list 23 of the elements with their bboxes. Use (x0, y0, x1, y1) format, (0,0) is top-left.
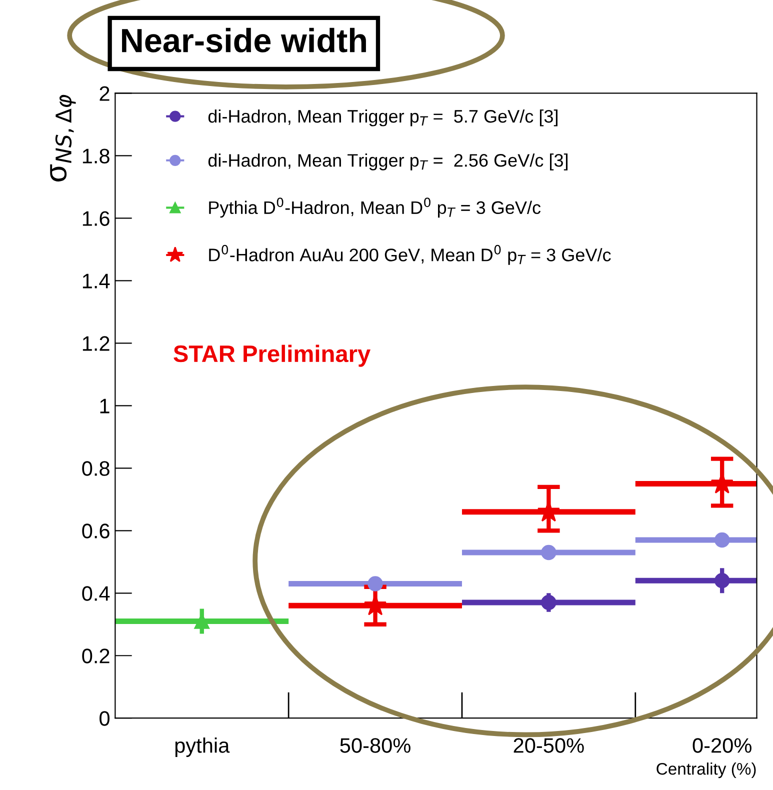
y-tick-label: 1.4 (82, 274, 110, 288)
y-tick-label: 0 (100, 711, 110, 726)
y-axis-title: σ$_{NS,Δφ}$ (50, 94, 76, 182)
legend-label: D$^{0}$-Hadron AuAu 200 GeV, Mean D$^{0}$ p$_{T}$ = 3 GeV/c (209, 244, 611, 265)
legend-label: Pythia D$^{0}$-Hadron, Mean D$^{0}$ p$_{T}$ = 3 GeV/c (209, 198, 541, 218)
legend-label: di-Hadron, Mean Trigger p$_{T}$ = 5.7 GeV/c [3] (208, 109, 558, 126)
x-tick-label: 0-20% (692, 738, 752, 753)
annotation: STAR Preliminary (174, 344, 370, 367)
y-tick-label: 0.8 (82, 461, 110, 476)
y-tick-label: 0.6 (82, 524, 110, 538)
y-tick-label: 0.2 (82, 648, 110, 664)
y-tick-label: 1.6 (82, 211, 110, 226)
legend-label: di-Hadron, Mean Trigger p$_{T}$ = 2.56 GeV/c [3] (208, 154, 568, 170)
y-tick-label: 1 (100, 398, 110, 414)
y-tick-label: 0.4 (82, 586, 110, 601)
x-tick-label: pythia (175, 738, 230, 757)
x-tick-label: 20-50% (514, 738, 584, 753)
y-tick-label: 1.8 (82, 148, 110, 164)
x-axis-title: Centrality (%) (656, 762, 756, 778)
x-tick-label: 50-80% (340, 738, 410, 753)
chart-title: Near-side width (122, 28, 366, 52)
y-tick-label: 1.2 (82, 336, 110, 351)
y-tick-label: 2 (100, 86, 110, 101)
